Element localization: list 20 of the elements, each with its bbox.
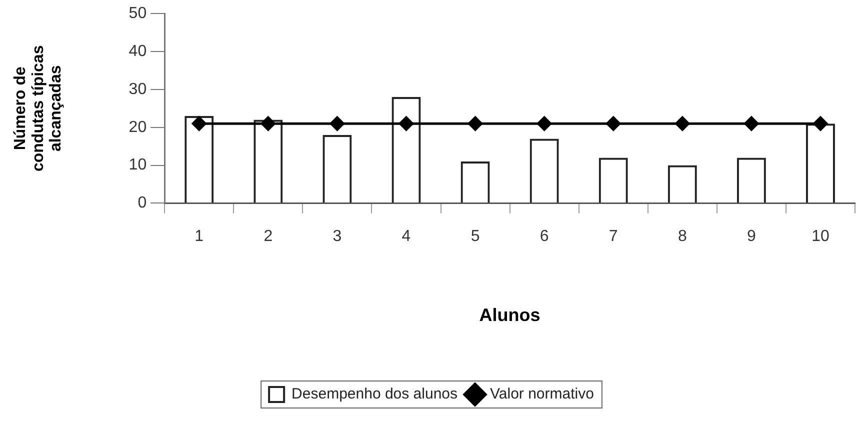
y-tick-label: 10 [128,156,147,174]
x-axis-title: Alunos [479,305,540,326]
legend-label: Desempenho dos alunos [292,386,458,403]
x-tick-label: 7 [608,228,618,246]
x-tick-label: 4 [402,228,411,246]
x-tick-label: 6 [540,228,549,246]
x-tick-label: 2 [264,228,273,246]
x-tick-label: 10 [812,228,830,246]
x-tick-label: 5 [470,228,480,246]
x-tick-label: 1 [194,228,204,246]
x-tick-label: 3 [332,228,342,246]
x-tick-label: 9 [746,228,756,246]
y-tick-label: 20 [128,118,147,136]
y-axis-title: Número de condutas típicas alcançadas [12,45,64,172]
x-tick-label: 8 [678,228,687,246]
y-tick-label: 50 [128,5,147,22]
y-tick-label: 40 [128,42,147,60]
legend-label: Valor normativo [490,386,594,403]
y-tick-label: 0 [138,194,147,212]
y-tick-label: 30 [128,80,147,98]
